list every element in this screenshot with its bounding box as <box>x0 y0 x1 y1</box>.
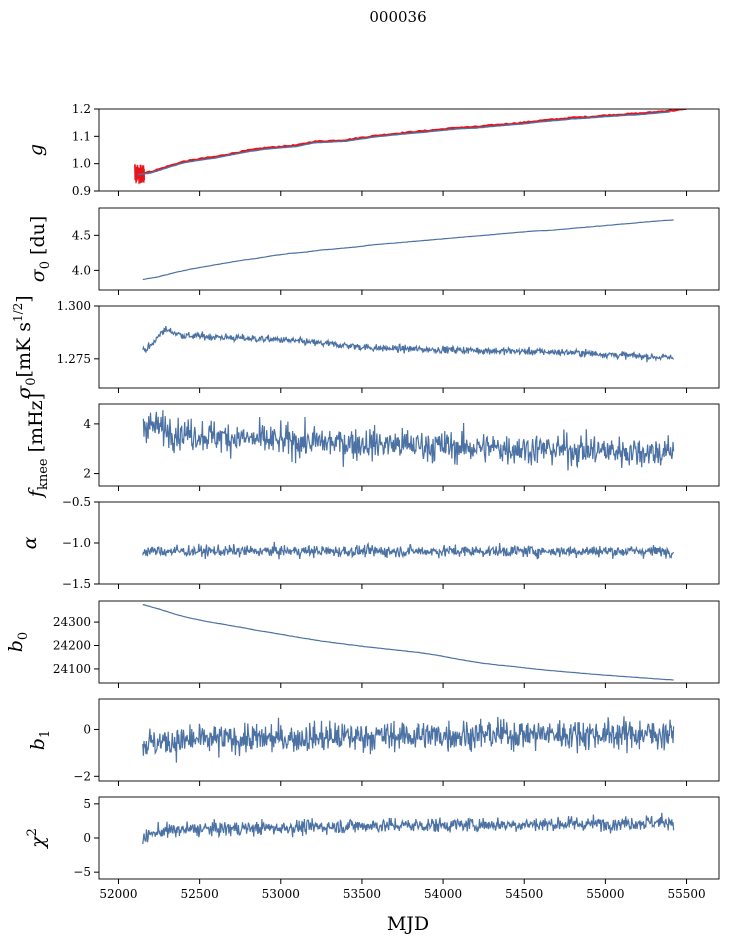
panel-b0: 24100 24200 24300 b0 <box>5 600 720 688</box>
y-tick-label: −1.0 <box>62 536 91 550</box>
series-line <box>142 716 675 763</box>
y-tick-label: 4.0 <box>72 263 91 277</box>
x-tick-label: 53000 <box>262 887 300 901</box>
axes-frame <box>98 403 720 487</box>
panel-f-knee: 2 4 fknee [mHz] <box>25 393 720 499</box>
x-tick-label: 53500 <box>343 887 381 901</box>
y-tick-label: 1.1 <box>72 129 91 143</box>
plot-area <box>134 109 687 185</box>
y-tick-label: 2 <box>83 467 91 481</box>
panel-sigma0-du: 4.0 4.5 σ0 [du] <box>27 207 720 295</box>
axes-frame <box>98 600 720 684</box>
series-line <box>142 541 675 560</box>
y-axis-label: χ2 <box>25 828 49 850</box>
axes-frame <box>98 698 720 782</box>
overlay-line <box>137 109 687 176</box>
series-line <box>142 604 674 681</box>
plot-area <box>142 812 675 845</box>
y-axis-label: σ0[mK s1/2] <box>11 295 39 398</box>
plot-area <box>142 541 675 560</box>
y-axis-label: b1 <box>27 730 53 750</box>
y-tick-label: −1.5 <box>62 577 91 591</box>
plot-area <box>142 410 675 471</box>
x-tick-label: 52500 <box>181 887 219 901</box>
axes-frame <box>98 796 720 880</box>
x-tick-label: 52000 <box>99 887 137 901</box>
y-tick-label: 4.5 <box>72 228 91 242</box>
y-tick-label: 0 <box>83 722 91 736</box>
axes-frame <box>98 207 720 291</box>
y-tick-label: 24300 <box>53 615 91 629</box>
series-line <box>142 219 674 281</box>
plot-area <box>142 604 674 681</box>
y-tick-label: 24200 <box>53 639 91 653</box>
axes-frame <box>98 501 720 585</box>
plot-area <box>142 219 674 281</box>
x-tick-label: 55000 <box>586 887 624 901</box>
x-tick-label: 54000 <box>424 887 462 901</box>
y-axis-label: σ0 [du] <box>27 216 53 283</box>
axes-frame <box>98 305 720 389</box>
y-tick-label: 5 <box>83 797 91 811</box>
panel-chi2: −5 0 5 52000 52500 53000 53500 54000 54500 55000 5… <box>25 796 720 901</box>
series-line <box>137 111 671 176</box>
x-axis-label: MJD <box>387 913 429 935</box>
y-axis-label: g <box>25 144 47 156</box>
y-tick-label: 24100 <box>53 662 91 676</box>
panel-alpha: −1.5 −1.0 −0.5 α <box>19 495 720 591</box>
x-tick-label: 55500 <box>667 887 705 901</box>
y-tick-label: 1.300 <box>57 299 91 313</box>
axes-frame <box>98 108 720 192</box>
y-tick-label: 0.9 <box>72 184 91 198</box>
y-axis-label: fknee [mHz] <box>25 393 51 499</box>
y-tick-label: 1.2 <box>72 102 91 116</box>
panel-sigma0-mk: 1.275 1.300 σ0[mK s1/2] <box>11 295 720 399</box>
y-axis-label: b0 <box>5 632 31 652</box>
y-tick-label: 1.275 <box>57 352 91 366</box>
series-line <box>142 812 675 845</box>
plot-area <box>142 716 675 763</box>
y-tick-label: −0.5 <box>62 495 91 509</box>
y-tick-label: 0 <box>83 831 91 845</box>
y-tick-label: 1.0 <box>72 157 91 171</box>
y-axis-label: α <box>19 536 41 549</box>
series-line <box>142 325 675 363</box>
y-tick-label: 4 <box>83 417 91 431</box>
x-tick-label: 54500 <box>505 887 543 901</box>
y-tick-label: −2 <box>73 769 91 783</box>
y-tick-label: −5 <box>73 865 91 879</box>
panel-b1: −2 0 b1 <box>27 698 720 786</box>
series-line <box>142 410 675 471</box>
figure-title: 000036 <box>369 8 426 26</box>
plot-area <box>142 325 675 363</box>
panel-g: 0.9 1.0 1.1 1.2 g <box>25 102 720 198</box>
panels: 0.9 1.0 1.1 1.2 g 4.0 4.5 σ0 [du] 1.275 1.300 σ0[m… <box>5 102 720 901</box>
